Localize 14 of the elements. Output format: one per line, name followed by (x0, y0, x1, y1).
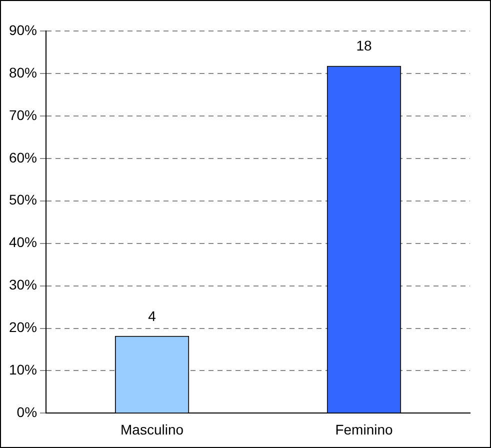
y-tick-label: 30% (8, 276, 38, 293)
y-tick-label: 40% (8, 234, 38, 250)
y-tick-label: 90% (8, 22, 38, 38)
y-tick-label: 70% (8, 106, 38, 123)
annotation: 18 (356, 38, 372, 54)
y-tick-label: 80% (8, 64, 38, 80)
y-tick-label: 20% (8, 319, 38, 336)
y-tick-label: 10% (8, 362, 38, 378)
y-tick-label: 0% (16, 404, 38, 420)
x-tick-label: Feminino (335, 421, 393, 438)
y-tick-label: 50% (8, 192, 38, 208)
x-tick-label: Masculino (120, 421, 184, 438)
y-tick-label: 60% (8, 149, 38, 166)
annotation: 4 (148, 308, 156, 324)
